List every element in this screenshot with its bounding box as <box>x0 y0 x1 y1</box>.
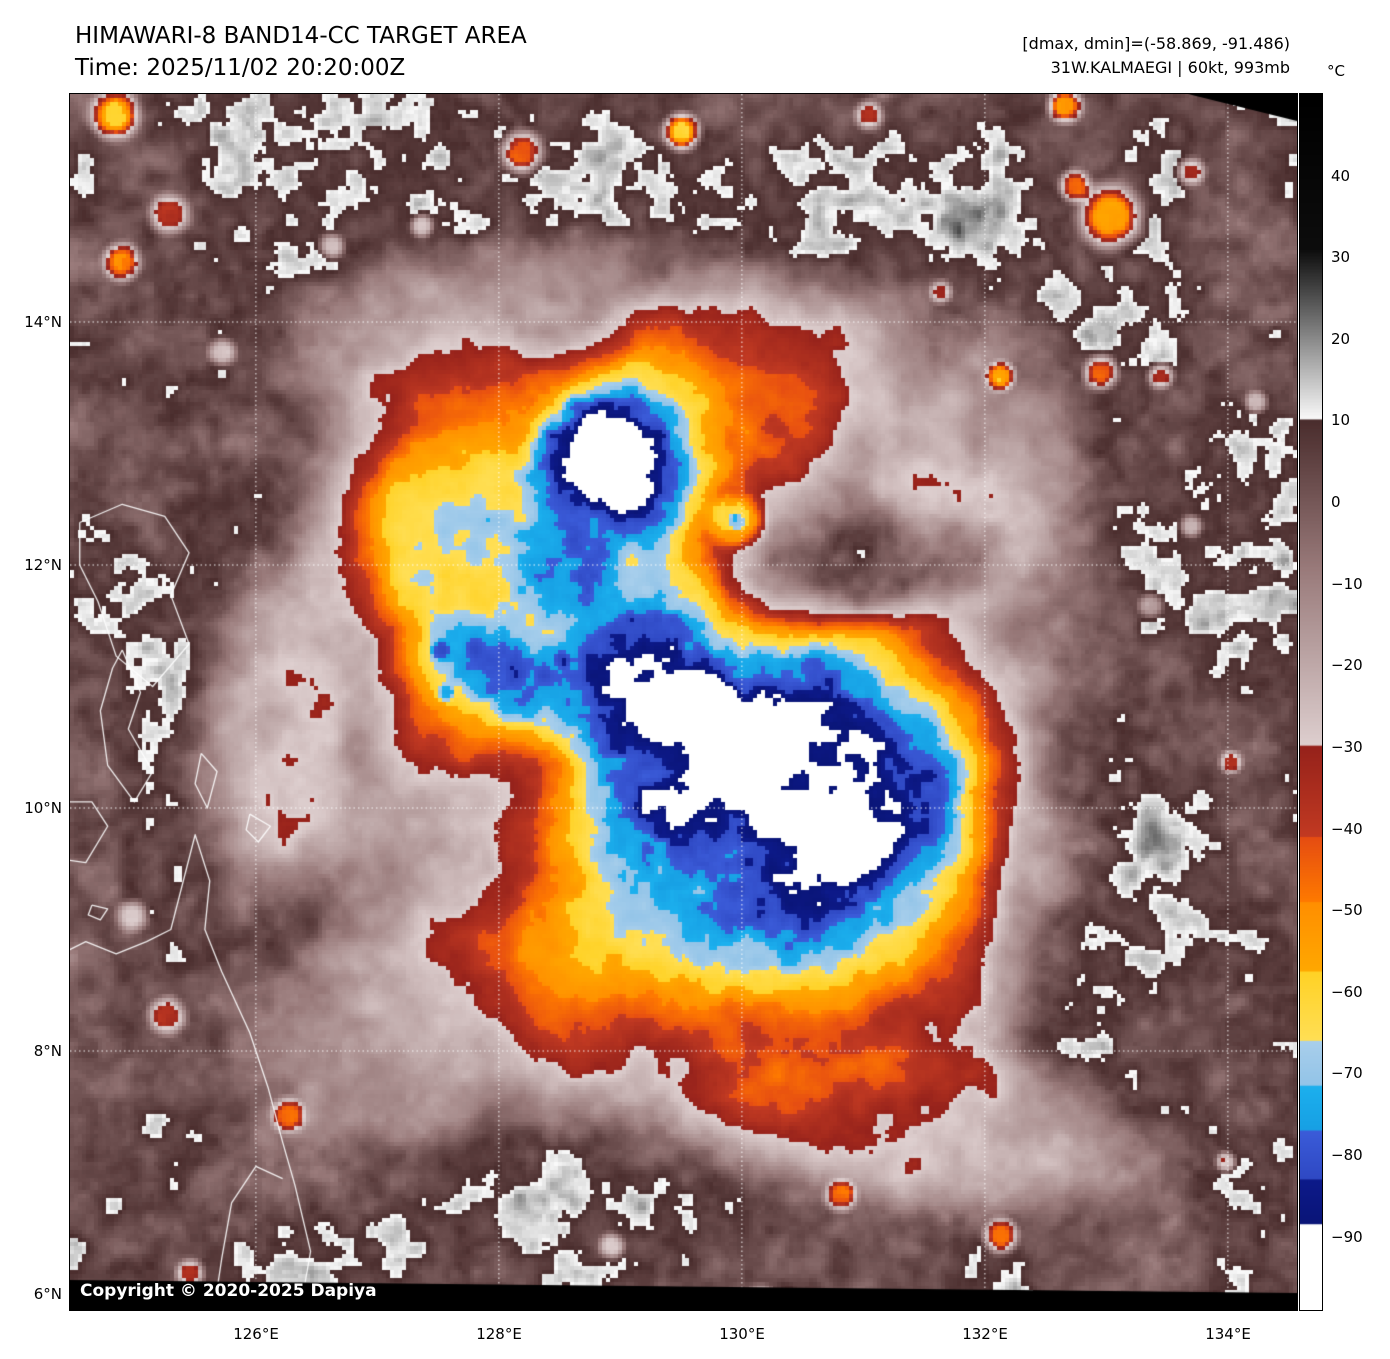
storm-info: 31W.KALMAEGI | 60kt, 993mb <box>1050 58 1290 77</box>
lon-tick-label: 134°E <box>1205 1325 1251 1343</box>
lon-tick-label: 126°E <box>233 1325 279 1343</box>
colorbar-tick-label: −80 <box>1331 1146 1363 1164</box>
colorbar-tick-label: −70 <box>1331 1064 1363 1082</box>
colorbar-tick-label: −90 <box>1331 1228 1363 1246</box>
copyright-text: Copyright © 2020-2025 Dapiya <box>80 1281 377 1301</box>
colorbar-tick-label: 0 <box>1331 493 1341 511</box>
lon-tick-label: 128°E <box>476 1325 522 1343</box>
colorbar-tick-label: −50 <box>1331 901 1363 919</box>
colorbar-tick-label: 10 <box>1331 411 1351 429</box>
dmax-dmin-readout: [dmax, dmin]=(-58.869, -91.486) <box>1022 34 1290 53</box>
colorbar-tick-label: 20 <box>1331 330 1351 348</box>
lon-tick-label: 132°E <box>962 1325 1008 1343</box>
colorbar-tick-label: 40 <box>1331 167 1351 185</box>
lat-tick-label: 14°N <box>24 313 62 331</box>
figure-title: HIMAWARI-8 BAND14-CC TARGET AREA <box>75 23 527 49</box>
colorbar-tick-label: −20 <box>1331 656 1363 674</box>
lon-tick-label: 130°E <box>719 1325 765 1343</box>
colorbar-tick-label: −40 <box>1331 820 1363 838</box>
colorbar-tick-label: 30 <box>1331 248 1351 266</box>
colorbar-tick-label: −30 <box>1331 738 1363 756</box>
colorbar <box>1299 93 1323 1311</box>
colorbar-unit-label: °C <box>1327 62 1345 80</box>
lat-tick-label: 12°N <box>24 556 62 574</box>
lat-tick-label: 6°N <box>33 1285 62 1303</box>
lat-tick-label: 10°N <box>24 799 62 817</box>
lat-tick-label: 8°N <box>33 1042 62 1060</box>
figure-time: Time: 2025/11/02 20:20:00Z <box>75 55 406 81</box>
satellite-map <box>69 93 1298 1311</box>
colorbar-tick-label: −10 <box>1331 575 1363 593</box>
colorbar-tick-label: −60 <box>1331 983 1363 1001</box>
